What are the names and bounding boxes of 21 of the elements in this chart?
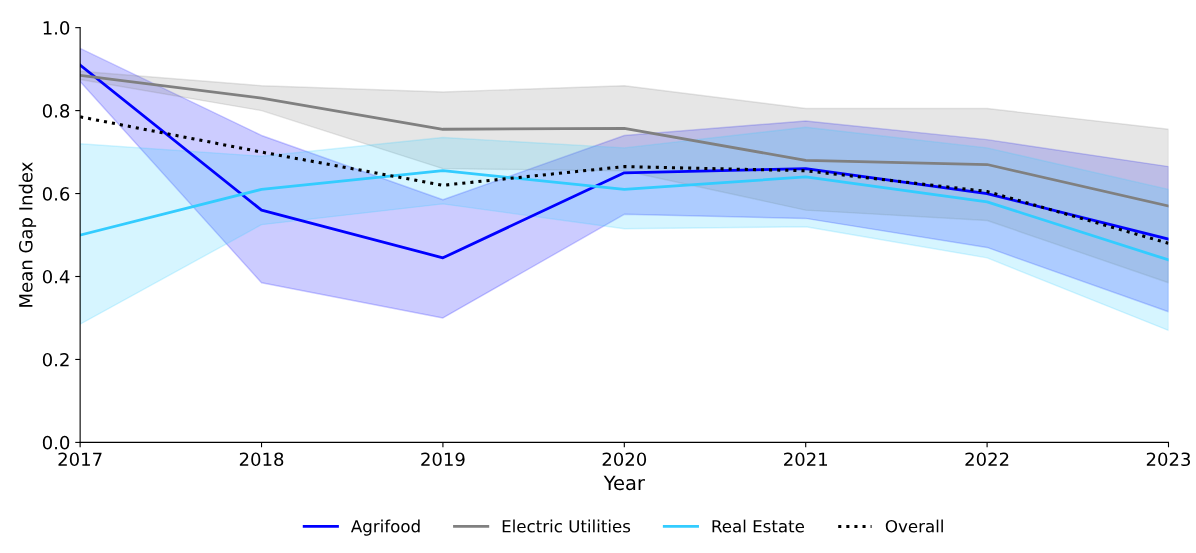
x-tick-label: 2023 <box>1146 452 1191 467</box>
y-tick-label: 0.8 <box>42 104 70 118</box>
legend-label: Electric Utilities <box>502 519 631 533</box>
y-axis-title: Mean Gap Index <box>18 162 37 307</box>
x-tick-label: 2018 <box>239 452 284 467</box>
y-tick-label: 1.0 <box>43 21 70 35</box>
y-tick-label: 0.2 <box>42 352 69 367</box>
legend-label: Overall <box>885 519 943 533</box>
y-tick-label: 0.6 <box>42 187 70 201</box>
x-tick-label: 2020 <box>602 452 647 467</box>
x-tick-label: 2021 <box>784 452 828 467</box>
line-series <box>80 73 1169 208</box>
x-tick-label: 2019 <box>421 452 465 467</box>
y-tick-label: 0.4 <box>42 269 70 284</box>
x-tick-label: 2022 <box>965 452 1009 467</box>
x-axis-title: Year <box>603 475 645 491</box>
y-tick-label: 0.0 <box>42 435 70 450</box>
legend-label: Real Estate <box>712 519 805 533</box>
x-tick-label: 2017 <box>58 452 102 467</box>
line-series <box>80 169 1169 262</box>
legend-label: Agrifood <box>350 519 420 536</box>
